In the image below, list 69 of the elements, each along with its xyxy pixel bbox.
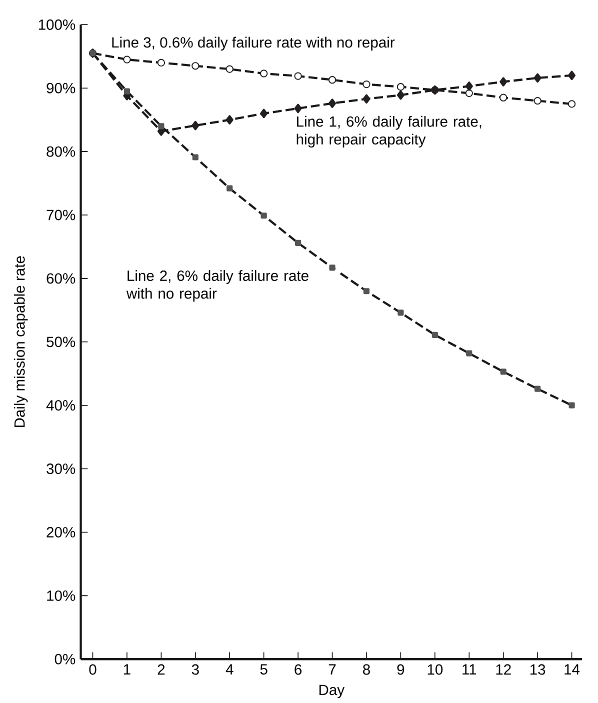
point <box>398 310 404 316</box>
point <box>466 350 472 356</box>
point <box>260 212 267 219</box>
y-tick-label: 0% <box>54 654 76 664</box>
y-tick-label: 10% <box>47 590 76 601</box>
point <box>192 120 200 130</box>
point <box>396 90 404 100</box>
x-tick-label: 7 <box>328 664 336 674</box>
x-tick-label: 0 <box>89 664 96 675</box>
point <box>534 73 542 83</box>
point <box>260 70 268 78</box>
point <box>362 80 370 88</box>
point <box>328 76 336 84</box>
point <box>465 82 473 91</box>
point <box>534 386 541 392</box>
y-tick-label: 60% <box>46 273 76 284</box>
point <box>534 96 542 105</box>
x-tick-label: 2 <box>158 664 165 675</box>
series-label: Line 1, 6% daily failure rate, high repair capacity <box>296 116 482 148</box>
point <box>192 154 198 160</box>
y-tick-label: 30% <box>46 464 76 474</box>
x-tick-label: 1 <box>124 664 130 674</box>
x-tick-label: 8 <box>363 664 370 675</box>
y-tick-label: 20% <box>46 527 76 538</box>
point <box>329 264 336 271</box>
x-tick-label: 12 <box>496 664 511 675</box>
point <box>157 58 166 67</box>
x-tick-label: 3 <box>192 664 199 675</box>
x-axis-title: Day <box>319 684 345 698</box>
point <box>363 288 370 294</box>
point <box>260 108 268 118</box>
y-tick-label: 100% <box>38 19 76 30</box>
point <box>124 88 130 94</box>
point <box>362 94 370 104</box>
point <box>295 240 302 246</box>
point <box>328 98 336 108</box>
y-tick-label: 90% <box>46 82 76 94</box>
x-tick-label: 5 <box>260 664 268 675</box>
point <box>158 123 164 130</box>
x-tick-label: 13 <box>530 664 546 675</box>
point <box>500 94 508 102</box>
point <box>500 77 508 86</box>
point <box>226 185 233 192</box>
point <box>192 62 200 70</box>
y-tick-label: 80% <box>46 146 76 157</box>
point <box>294 72 302 80</box>
y-axis-title: Daily mission capable rate <box>14 256 28 428</box>
x-tick-label: 11 <box>462 664 476 674</box>
point <box>226 115 234 124</box>
y-tick-label: 40% <box>46 400 76 411</box>
point <box>500 368 506 375</box>
x-tick-label: 9 <box>397 664 404 675</box>
series-label: Line 2, 6% daily failure rate with no repair <box>126 270 308 302</box>
y-tick-label: 50% <box>46 336 76 348</box>
point <box>568 402 575 408</box>
point <box>226 65 234 73</box>
point <box>568 70 576 80</box>
series-label: Line 3, 0.6% daily failure rate with no repair <box>112 36 395 51</box>
x-tick-label: 14 <box>564 664 580 674</box>
point <box>432 332 438 338</box>
x-tick-label: 4 <box>226 664 234 674</box>
x-tick-label: 6 <box>294 664 302 675</box>
point <box>396 82 405 91</box>
point <box>465 89 473 98</box>
point <box>123 56 131 64</box>
y-tick-label: 70% <box>46 210 76 220</box>
x-tick-label: 10 <box>428 664 443 675</box>
point <box>568 100 576 108</box>
point <box>294 104 302 114</box>
